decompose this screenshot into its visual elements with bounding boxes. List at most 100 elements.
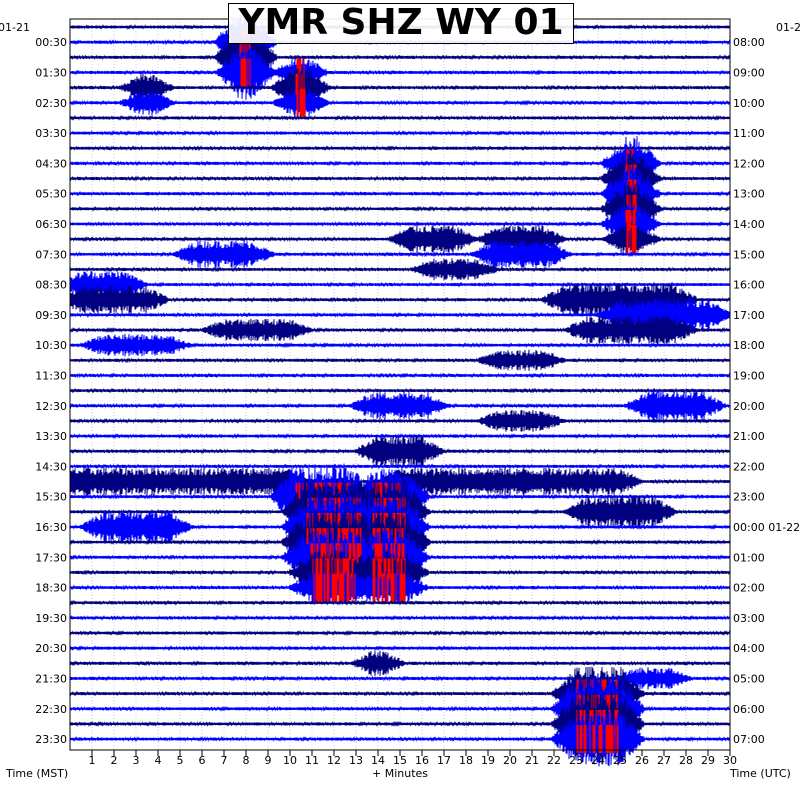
left-time-label: 21:30 [35,672,67,685]
left-time-label: 16:30 [35,521,67,534]
x-tick-label: 1 [89,754,96,767]
left-time-label: 03:30 [35,127,67,140]
x-tick-label: 6 [199,754,206,767]
left-time-label: 00:30 [35,36,67,49]
left-time-label: 17:30 [35,551,67,564]
right-time-label: 08:00 [733,36,765,49]
x-axis-ticks [91,750,731,756]
trace-row [69,409,731,432]
x-tick-label: 7 [221,754,228,767]
left-time-label: 02:30 [35,97,67,110]
trace-row [69,240,731,269]
x-tick-label: 25 [613,754,627,767]
x-tick-label: 15 [393,754,407,767]
x-tick-label: 17 [437,754,451,767]
right-date-label: 01-22 [776,21,800,34]
trace-row [69,614,731,621]
trace-row [69,222,731,256]
right-time-label: 21:00 [733,430,765,443]
right-time-label: 09:00 [733,66,765,79]
x-tick-label: 29 [701,754,715,767]
left-axis-title: Time (MST) [5,767,68,780]
x-tick-label: 23 [569,754,583,767]
trace-row [69,645,731,652]
right-time-label: 10:00 [733,97,765,110]
chart-title: YMR SHZ WY 01 [228,3,574,44]
trace-row [69,650,731,676]
left-time-label: 12:30 [35,400,67,413]
trace-row [69,387,731,394]
left-time-label: 01:30 [35,66,67,79]
x-tick-label: 16 [415,754,429,767]
right-time-label: 11:00 [733,127,765,140]
trace-row [69,463,731,470]
right-time-label: 05:00 [733,672,765,685]
trace-row [69,372,731,379]
right-time-label: 22:00 [733,460,765,473]
left-time-label: 20:30 [35,642,67,655]
trace-row [69,316,731,344]
right-time-label: 01:00 [733,551,765,564]
trace-layer [69,9,731,767]
x-tick-label: 30 [723,754,737,767]
x-tick-label: 19 [481,754,495,767]
left-time-labels: 00:30 01:30 02:30 03:30 04:30 05:30 06:30 07:30… [35,36,67,746]
left-time-label: 05:30 [35,188,67,201]
right-time-label: 15:00 [733,248,765,261]
left-time-label: 18:30 [35,582,67,595]
x-tick-label: 20 [503,754,517,767]
x-tick-label: 5 [177,754,184,767]
left-time-label: 15:30 [35,491,67,504]
left-time-label: 10:30 [35,339,67,352]
right-time-label: 19:00 [733,369,765,382]
x-tick-label: 28 [679,754,693,767]
trace-row [69,333,731,357]
right-time-label: 13:00 [733,188,765,201]
x-tick-label: 3 [133,754,140,767]
trace-row [69,389,731,423]
trace-row [69,87,731,118]
trace-row [69,549,731,595]
trace-row [69,432,731,440]
left-time-label: 04:30 [35,157,67,170]
right-time-label: 14:00 [733,218,765,231]
trace-row [69,298,731,332]
x-axis-title: + Minutes [372,767,428,780]
left-time-label: 09:30 [35,309,67,322]
right-time-label: 12:00 [733,157,765,170]
x-tick-label: 21 [525,754,539,767]
trace-row [69,114,731,121]
trace-row [69,24,731,90]
left-time-label: 06:30 [35,218,67,231]
trace-row [69,145,731,152]
x-tick-label: 24 [591,754,605,767]
x-tick-label: 11 [305,754,319,767]
trace-row [69,203,731,245]
trace-row [69,258,731,281]
right-time-labels: 08:00 09:00 10:00 11:00 12:00 13:00 14:00 15:00… [733,36,800,746]
left-time-label: 19:30 [35,612,67,625]
x-tick-label: 22 [547,754,561,767]
right-time-label: 20:00 [733,400,765,413]
left-time-label: 11:30 [35,369,67,382]
right-time-label: 07:00 [733,733,765,746]
left-time-label: 23:30 [35,733,67,746]
right-axis-title: Time (UTC) [729,767,791,780]
left-time-label: 07:30 [35,248,67,261]
right-time-label: 04:00 [733,642,765,655]
x-tick-label: 2 [111,754,118,767]
right-time-label: 18:00 [733,339,765,352]
x-tick-label: 8 [243,754,250,767]
trace-row [69,129,731,137]
left-date-label: 01-21 [0,21,30,34]
right-time-label: 16:00 [733,279,765,292]
x-tick-label: 18 [459,754,473,767]
left-time-label: 14:30 [35,460,67,473]
x-tick-label: 10 [283,754,297,767]
trace-row [69,434,731,468]
x-tick-label: 27 [657,754,671,767]
right-time-label: 02:00 [733,582,765,595]
trace-row [69,67,731,109]
x-tick-label: 9 [265,754,272,767]
